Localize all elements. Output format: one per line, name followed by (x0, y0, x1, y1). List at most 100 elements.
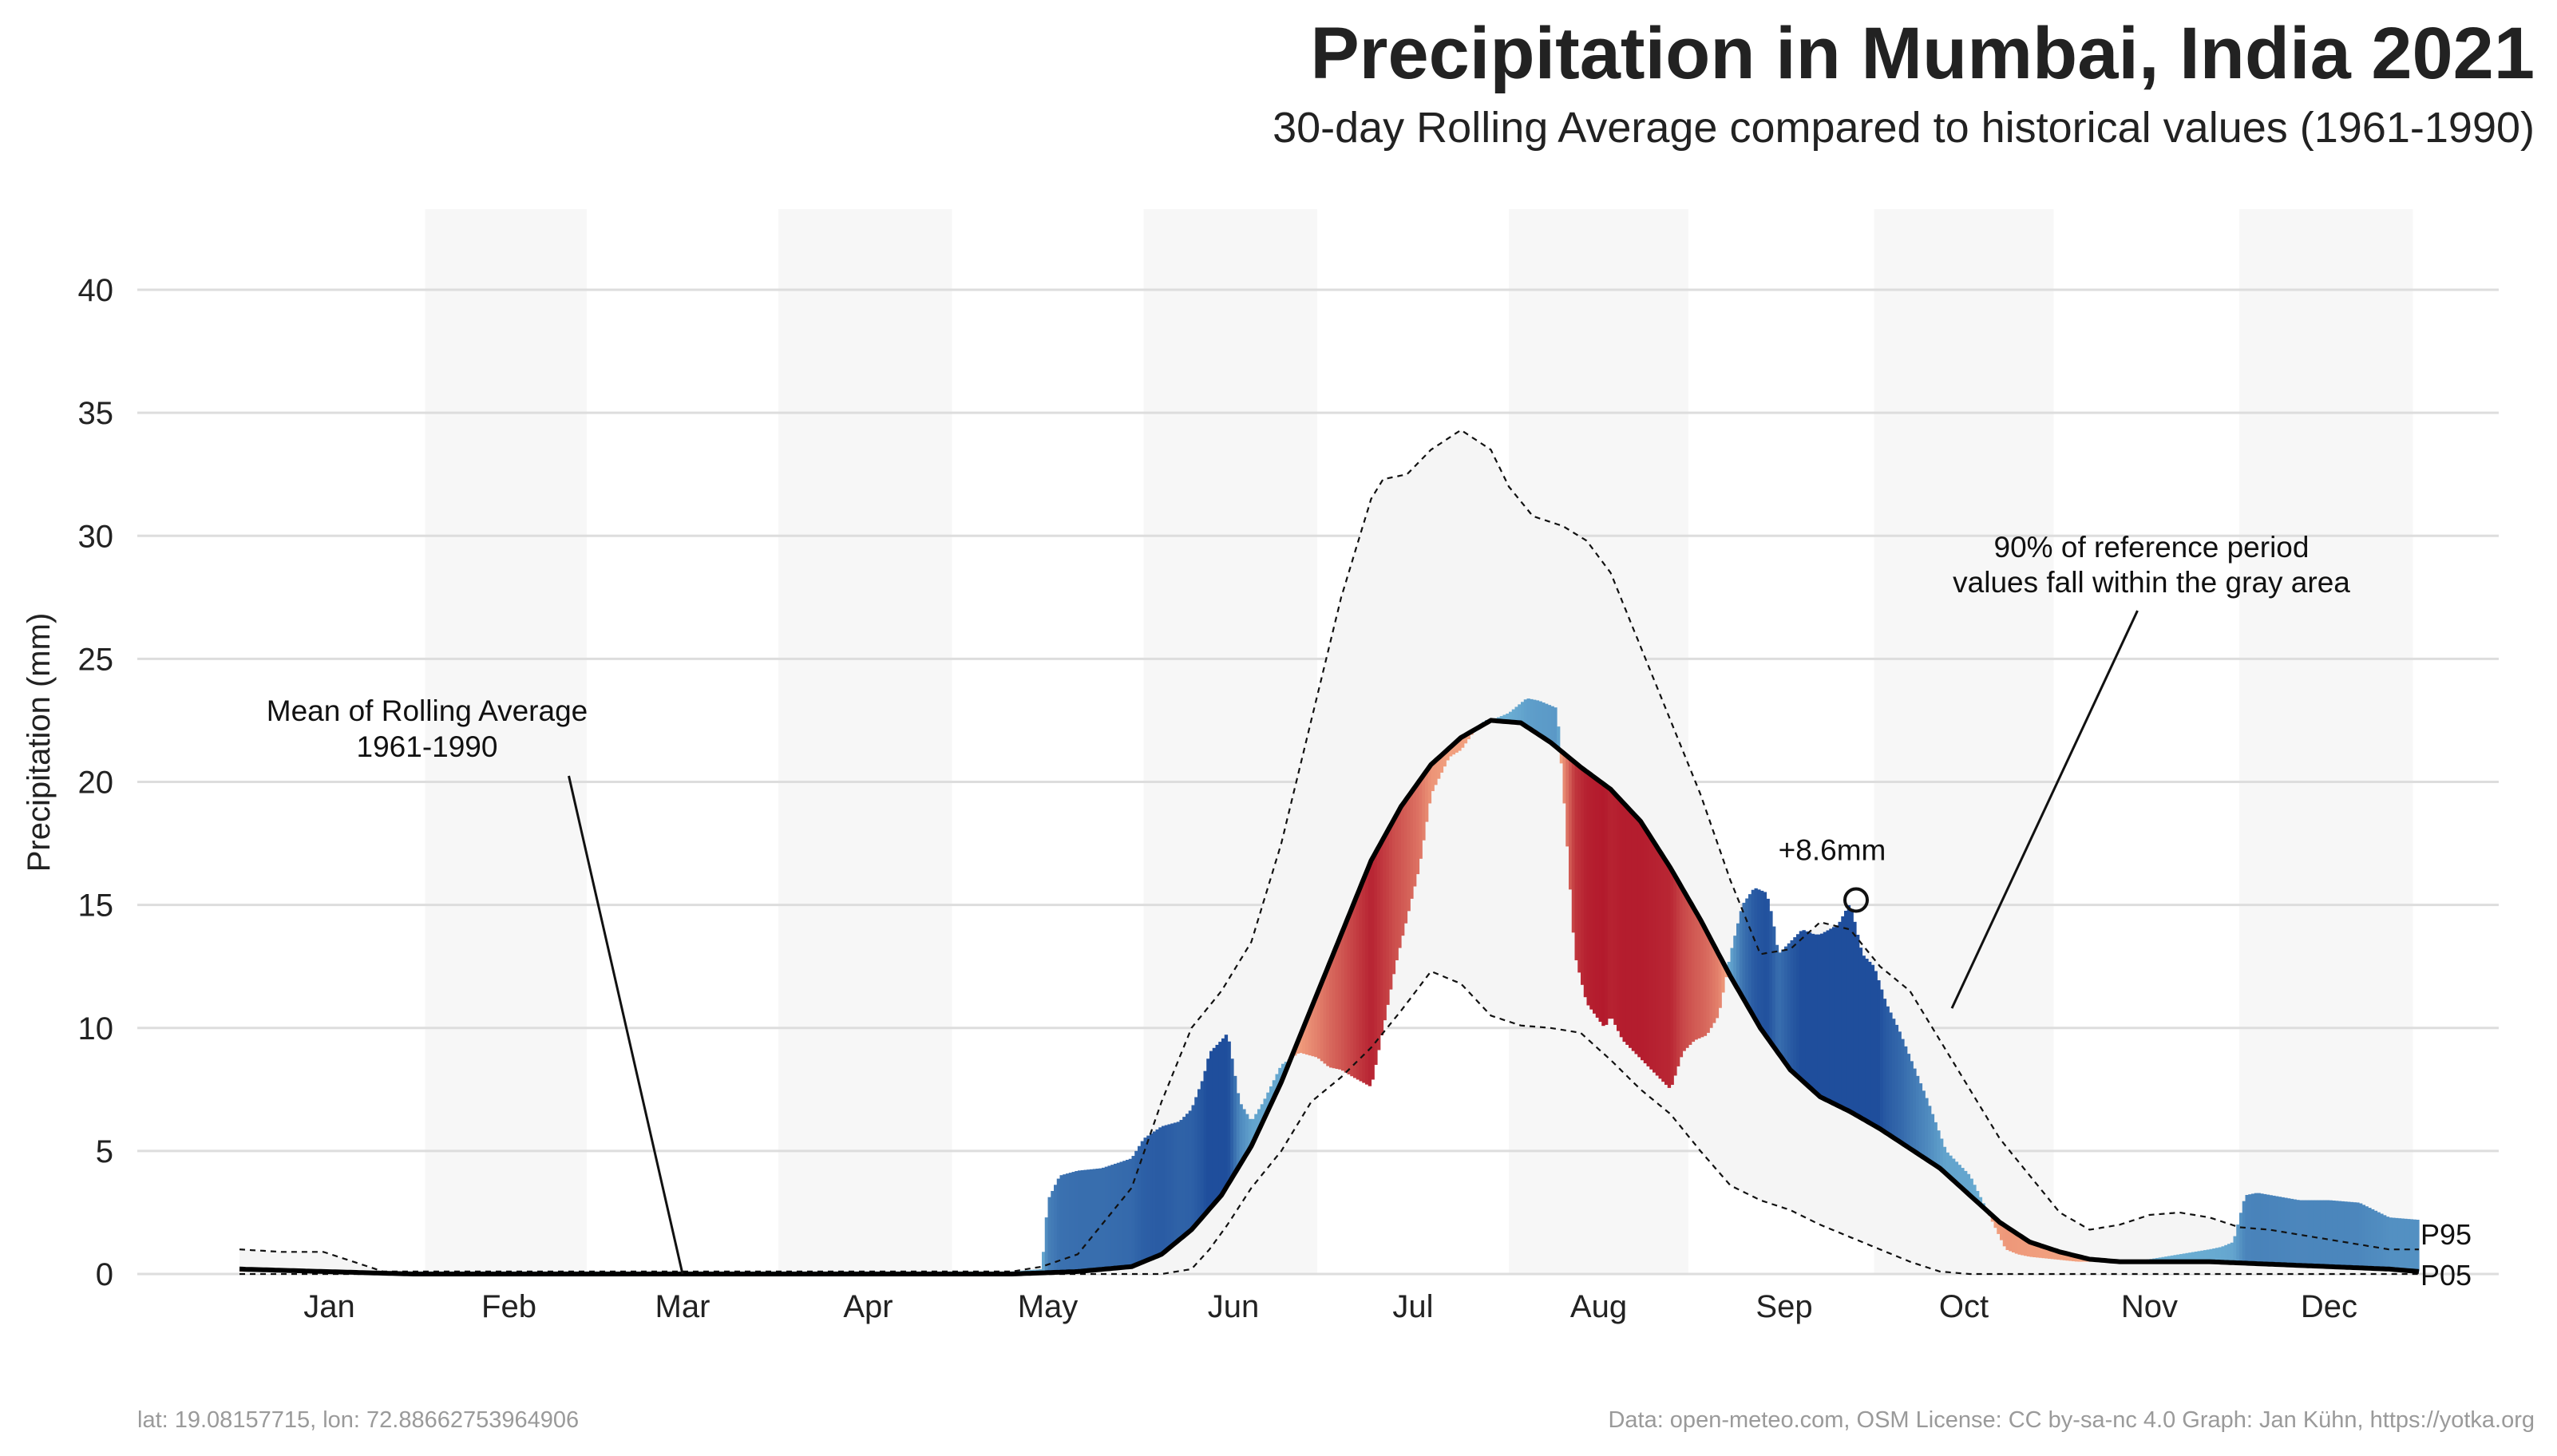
difference-bar (1329, 959, 1333, 1068)
difference-bar (1083, 1169, 1087, 1272)
difference-bar (1930, 1114, 1935, 1164)
difference-bar (1934, 1122, 1938, 1165)
difference-bar (1134, 1150, 1138, 1265)
difference-bar (1814, 934, 1818, 1093)
difference-bar (2344, 1201, 2348, 1268)
difference-bar (1407, 796, 1411, 912)
difference-bar (2257, 1193, 2261, 1264)
difference-bar (1808, 932, 1812, 1088)
difference-bar (1688, 901, 1692, 1045)
difference-bar (1164, 1125, 1169, 1251)
difference-bar (2036, 1244, 2040, 1258)
difference-bar (1302, 1027, 1306, 1054)
difference-bar (1296, 1041, 1300, 1054)
difference-bar (1571, 761, 1576, 933)
difference-bar (1227, 1041, 1231, 1183)
difference-bar (1856, 935, 1860, 1116)
difference-bar (1605, 785, 1609, 1025)
difference-bar (1829, 928, 1833, 1102)
p95-label: P95 (2420, 1218, 2472, 1251)
difference-bar (1415, 783, 1420, 875)
difference-bar (2194, 1251, 2199, 1262)
difference-bar (1589, 774, 1593, 1010)
difference-bar (2012, 1231, 2016, 1253)
difference-bar (2325, 1200, 2330, 1267)
difference-bar (1796, 934, 1800, 1077)
difference-bar (1736, 923, 1740, 990)
difference-bar (2044, 1247, 2048, 1259)
difference-bar (1901, 1039, 1905, 1144)
difference-bar (1449, 746, 1453, 757)
difference-bar (1954, 1161, 1959, 1184)
difference-bar (1179, 1119, 1183, 1239)
difference-bar (2323, 1200, 2327, 1267)
difference-bar (1706, 933, 1710, 1033)
difference-bar (1949, 1155, 1953, 1178)
difference-bar (1554, 707, 1558, 746)
difference-bar (1075, 1171, 1079, 1272)
difference-bar (2060, 1252, 2064, 1260)
difference-bar (1870, 964, 1875, 1125)
difference-bar (2293, 1199, 2297, 1265)
difference-bar (1116, 1162, 1121, 1268)
difference-bar (1817, 934, 1821, 1096)
difference-bar (1155, 1129, 1159, 1256)
difference-bar (1973, 1185, 1977, 1200)
difference-bar (1191, 1105, 1195, 1228)
difference-bar (1811, 933, 1815, 1090)
difference-bar (1942, 1146, 1947, 1173)
difference-bar (1910, 1061, 1914, 1150)
difference-bar (2392, 1217, 2396, 1270)
difference-bar (1754, 888, 1758, 1021)
difference-bar (2290, 1198, 2294, 1265)
difference-bar (1916, 1075, 1920, 1153)
difference-bar (2224, 1244, 2228, 1263)
difference-bar (1254, 1114, 1258, 1137)
difference-bar (2239, 1213, 2243, 1264)
difference-bar (1317, 989, 1321, 1059)
difference-bar (1506, 713, 1510, 722)
band-annotation-pointer (1950, 610, 2139, 1009)
difference-bar (1685, 896, 1689, 1048)
difference-bar (2242, 1201, 2246, 1264)
difference-bar (1518, 704, 1522, 723)
difference-bar (2068, 1254, 2072, 1261)
difference-bar (1610, 790, 1614, 1019)
difference-bar (1784, 946, 1788, 1064)
difference-bar (2191, 1252, 2195, 1262)
difference-bar (1957, 1165, 1961, 1186)
difference-bar (1925, 1098, 1929, 1160)
difference-bar (1533, 699, 1537, 732)
difference-bar (1928, 1106, 1932, 1161)
difference-bar (2329, 1200, 2333, 1267)
difference-bar (1641, 823, 1645, 1061)
difference-bar (2212, 1248, 2216, 1262)
difference-bar (1569, 758, 1573, 890)
difference-bar (1200, 1081, 1205, 1218)
difference-bar (1679, 886, 1684, 1058)
difference-bar (1272, 1080, 1277, 1098)
difference-bar (1461, 736, 1465, 748)
difference-bar (1694, 912, 1698, 1040)
difference-bar (1691, 906, 1696, 1043)
difference-bar (2014, 1232, 2019, 1254)
difference-bar (1269, 1086, 1273, 1105)
difference-bar (1523, 699, 1528, 726)
difference-bar (1353, 901, 1357, 1078)
difference-bar (2053, 1250, 2057, 1260)
difference-bar (2383, 1215, 2387, 1269)
difference-bar (2203, 1250, 2207, 1262)
difference-bar (2065, 1253, 2069, 1261)
difference-bar (1577, 766, 1581, 973)
difference-bar (2245, 1194, 2249, 1264)
difference-bar (1727, 961, 1732, 974)
difference-bar (2361, 1205, 2366, 1268)
difference-bar (2308, 1200, 2312, 1266)
difference-bar (1865, 959, 1869, 1122)
difference-bar (1802, 930, 1806, 1082)
difference-bar (1748, 894, 1752, 1011)
difference-bar (1712, 945, 1716, 1023)
difference-bar (1044, 1217, 1049, 1273)
difference-bar (2206, 1249, 2211, 1262)
difference-bar (1119, 1161, 1123, 1268)
